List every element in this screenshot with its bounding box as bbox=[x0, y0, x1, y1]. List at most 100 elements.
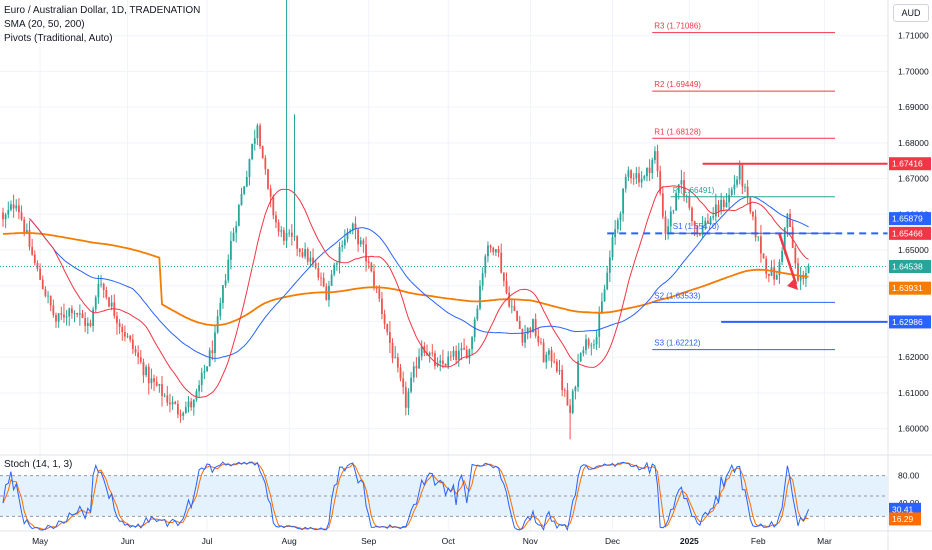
candle-body bbox=[121, 326, 124, 333]
candle-body bbox=[264, 158, 267, 170]
candle-body bbox=[420, 346, 423, 357]
candle-body bbox=[169, 402, 171, 405]
candle-body bbox=[587, 339, 590, 346]
candle-body bbox=[667, 226, 670, 234]
candle-body bbox=[635, 173, 638, 179]
candle-body bbox=[36, 263, 39, 269]
candle-body bbox=[232, 232, 235, 242]
candle-body bbox=[783, 227, 786, 251]
candle-body bbox=[646, 167, 648, 177]
candle-body bbox=[261, 146, 264, 159]
time-tick-label: May bbox=[32, 536, 49, 546]
price-label-text: 1.64538 bbox=[892, 262, 923, 272]
price-label-text: 1.65879 bbox=[892, 214, 923, 224]
candle-body bbox=[418, 356, 420, 369]
candle-body bbox=[415, 366, 418, 369]
candle-body bbox=[704, 220, 707, 225]
candle-body bbox=[367, 261, 370, 264]
candle-body bbox=[516, 310, 518, 321]
candle-body bbox=[145, 366, 147, 376]
candle-body bbox=[343, 239, 346, 246]
candle-body bbox=[404, 387, 407, 408]
pivot-r3-label: R3 (1.71086) bbox=[654, 22, 701, 31]
candle-body bbox=[391, 342, 394, 359]
stoch-value-text: 16.29 bbox=[892, 514, 914, 524]
candle-body bbox=[293, 236, 296, 238]
candle-body bbox=[206, 366, 208, 372]
candle-body bbox=[116, 315, 118, 324]
candle-body bbox=[76, 312, 79, 315]
candle-body bbox=[447, 356, 450, 367]
candle-body bbox=[648, 167, 651, 174]
candle-body bbox=[137, 352, 140, 358]
candle-body bbox=[182, 412, 185, 416]
candle-body bbox=[184, 407, 187, 413]
candle-body bbox=[651, 159, 654, 174]
candle-body bbox=[243, 186, 246, 194]
candle-body bbox=[389, 332, 391, 343]
candle-body bbox=[102, 283, 105, 291]
candle-body bbox=[330, 274, 333, 286]
candle-body bbox=[603, 289, 606, 302]
candle-body bbox=[89, 323, 92, 326]
candle-body bbox=[171, 401, 174, 405]
candle-body bbox=[744, 186, 746, 188]
price-tick-label: 1.69000 bbox=[898, 102, 929, 112]
pivot-p-label: P (1.66491) bbox=[673, 186, 715, 195]
price-tick-label: 1.68000 bbox=[898, 138, 929, 148]
sma-indicator-label: SMA (20, 50, 200) bbox=[4, 19, 85, 30]
candle-body bbox=[717, 204, 720, 212]
candle-body bbox=[754, 216, 757, 238]
candle-body bbox=[65, 316, 68, 318]
candle-body bbox=[481, 273, 484, 286]
candle-body bbox=[108, 297, 110, 307]
candle-body bbox=[608, 257, 611, 273]
candle-body bbox=[664, 216, 667, 234]
candle-body bbox=[359, 240, 362, 245]
candle-body bbox=[412, 366, 415, 378]
candle-body bbox=[407, 391, 410, 408]
candle-body bbox=[725, 202, 728, 208]
candle-body bbox=[338, 247, 341, 264]
candle-body bbox=[468, 349, 471, 359]
candle-body bbox=[460, 348, 463, 351]
price-label-text: 1.67416 bbox=[892, 159, 923, 169]
candle-body bbox=[691, 207, 693, 222]
candle-body bbox=[773, 267, 776, 280]
candle-body bbox=[555, 361, 558, 372]
candle-body bbox=[28, 229, 31, 247]
candle-body bbox=[696, 225, 699, 234]
candle-body bbox=[791, 226, 794, 248]
candle-body bbox=[736, 179, 738, 185]
candle-body bbox=[728, 194, 730, 203]
time-tick-label: Jul bbox=[202, 536, 213, 546]
candle-body bbox=[351, 223, 354, 231]
candle-body bbox=[187, 401, 190, 408]
candle-body bbox=[428, 352, 431, 356]
price-label-text: 1.62986 bbox=[892, 317, 923, 327]
candle-body bbox=[237, 204, 240, 226]
candle-body bbox=[569, 405, 571, 413]
candle-body bbox=[312, 257, 314, 264]
candle-body bbox=[248, 159, 251, 178]
candle-body bbox=[611, 237, 614, 258]
candle-body bbox=[55, 315, 57, 322]
candle-body bbox=[738, 164, 741, 180]
candle-body bbox=[60, 313, 63, 315]
candle-body bbox=[153, 378, 155, 382]
candle-body bbox=[269, 188, 272, 197]
price-tick-label: 1.70000 bbox=[898, 66, 929, 76]
candle-body bbox=[49, 295, 52, 306]
candle-body bbox=[94, 297, 97, 310]
time-tick-label: Feb bbox=[751, 536, 766, 546]
currency-button[interactable]: AUD bbox=[893, 4, 929, 22]
candle-body bbox=[410, 377, 412, 392]
candle-body bbox=[534, 319, 537, 336]
candle-body bbox=[571, 391, 574, 413]
candle-body bbox=[57, 313, 60, 322]
candle-body bbox=[799, 275, 802, 281]
price-tick-label: 1.61000 bbox=[898, 388, 929, 398]
candle-body bbox=[195, 391, 198, 400]
candle-body bbox=[720, 199, 723, 212]
